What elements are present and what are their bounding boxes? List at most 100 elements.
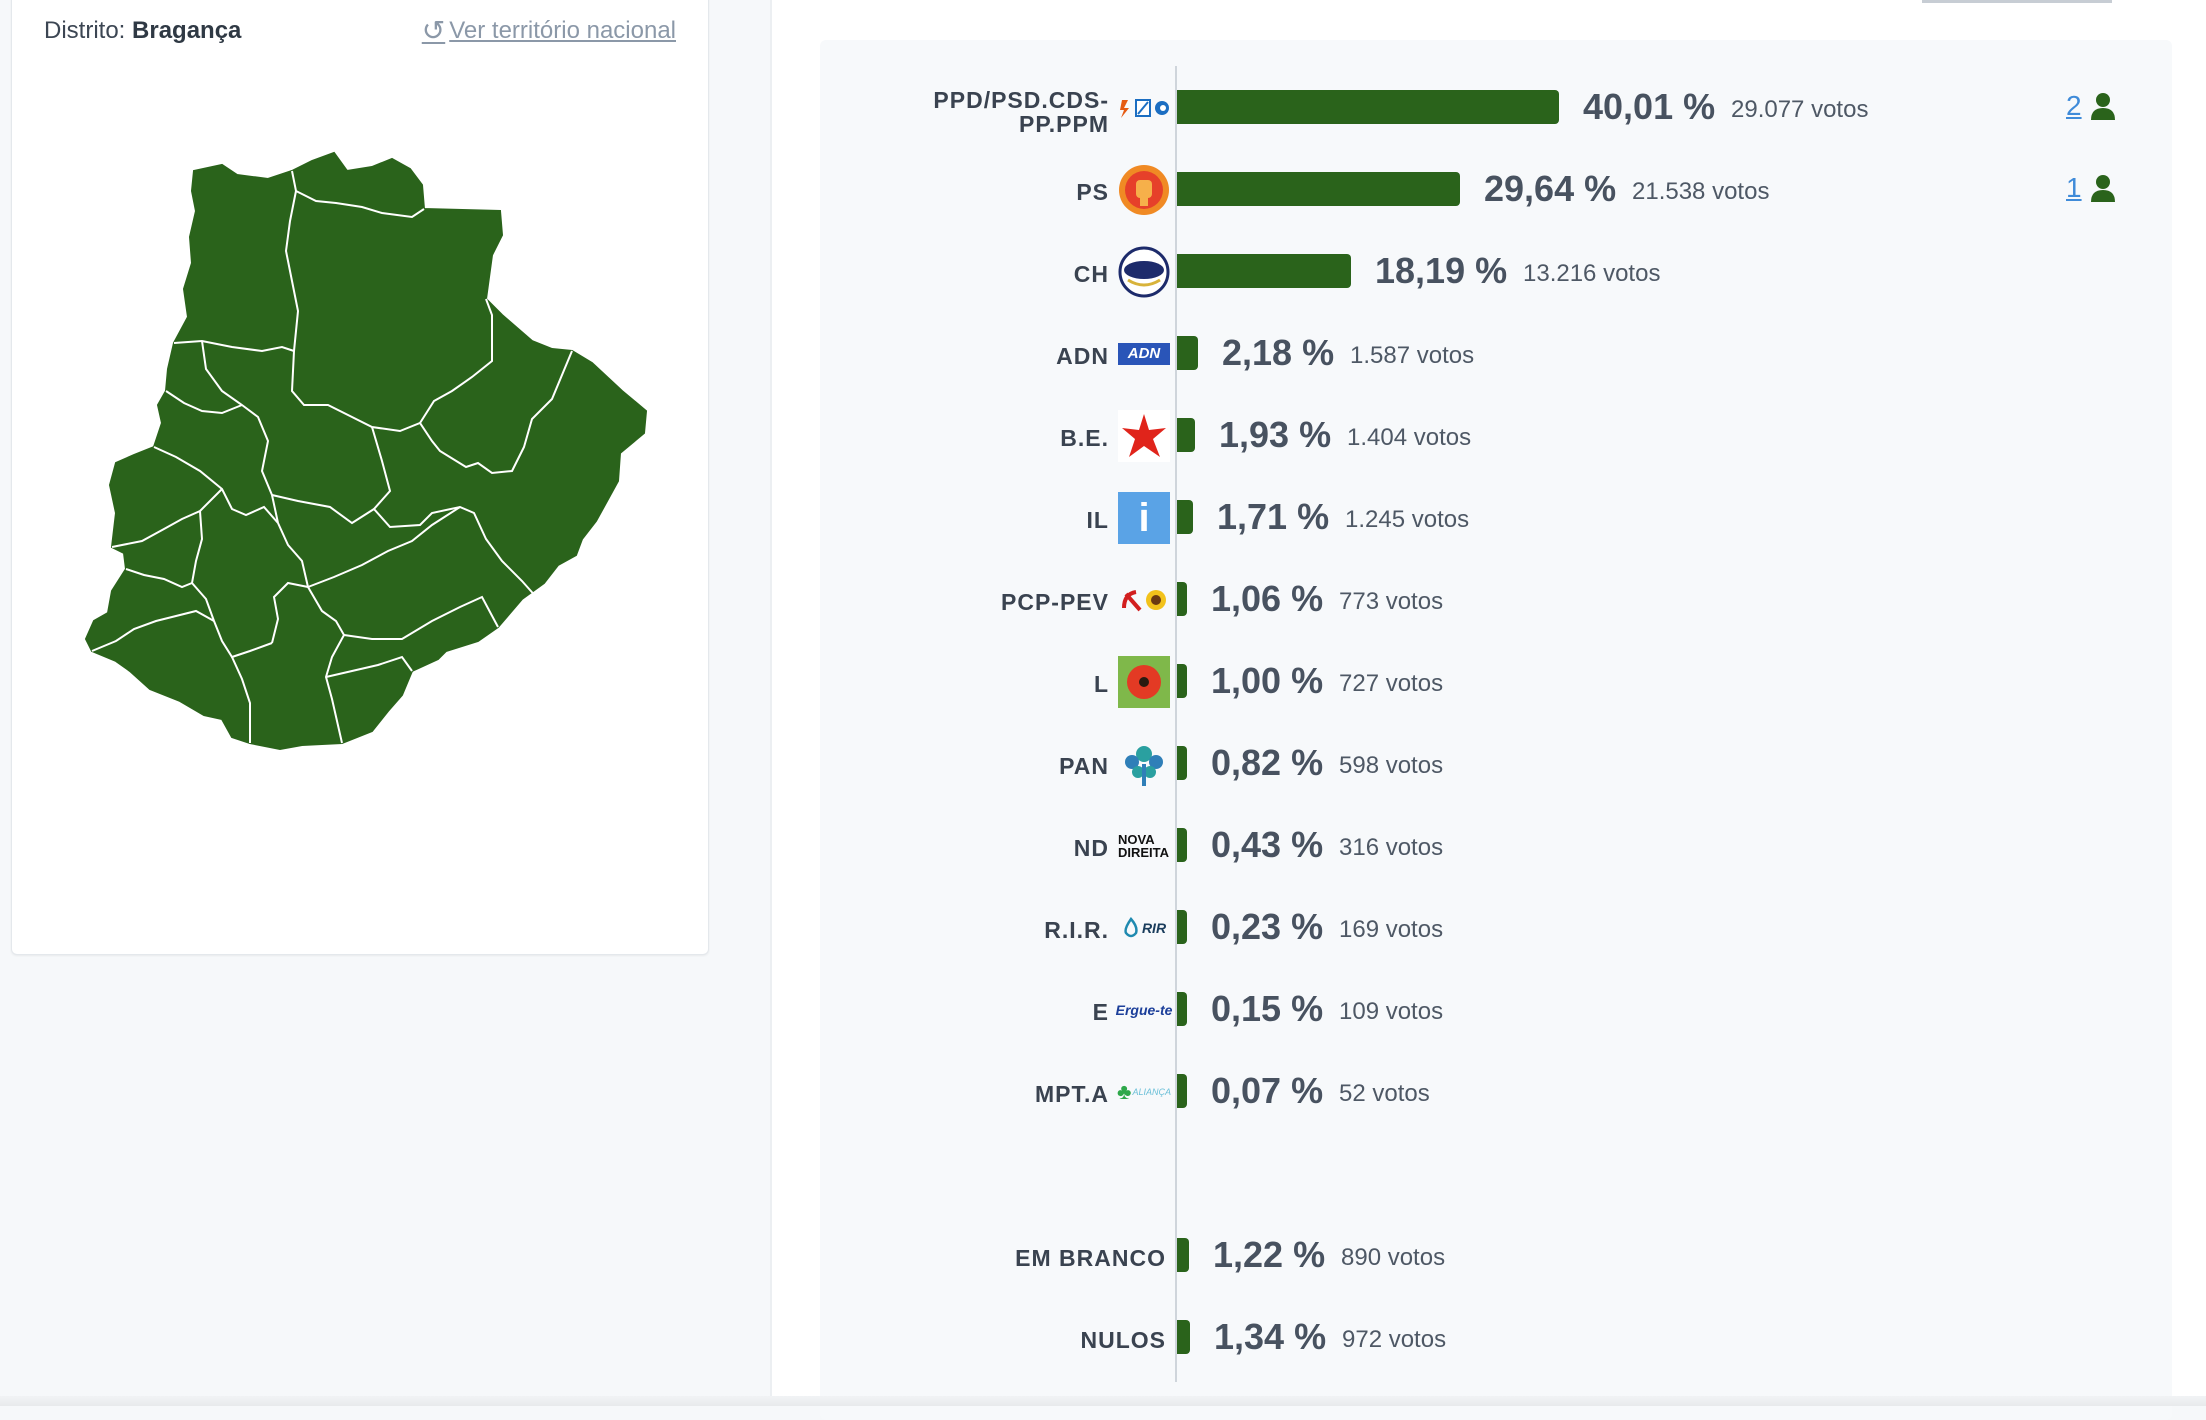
party-name: NULOS bbox=[1080, 1327, 1166, 1353]
results-area bbox=[772, 0, 2206, 1420]
percent-label: 40,01 % bbox=[1583, 86, 1716, 127]
nova-direita-logo-text: NOVA DIREITA bbox=[1118, 833, 1170, 859]
result-row-mpt-a[interactable]: MPT.A ♣ ALIANÇA 0,07 % 52 votos bbox=[0, 1062, 2206, 1122]
votes-label: 727 votos bbox=[1339, 670, 1444, 697]
alianca-logo-text: ALIANÇA bbox=[1132, 1087, 1171, 1097]
percent-label: 29,64 % bbox=[1484, 168, 1617, 209]
party-name: E bbox=[1092, 999, 1109, 1025]
result-bar bbox=[1177, 336, 1198, 370]
rir-drop-icon bbox=[1124, 917, 1138, 938]
chega-logo bbox=[1118, 246, 1170, 298]
result-row-rir[interactable]: R.I.R. RIR 0,23 % 169 votos bbox=[0, 898, 2206, 958]
result-bar bbox=[1177, 1074, 1187, 1108]
party-name: L bbox=[1093, 671, 1109, 697]
party-name: EM BRANCO bbox=[1015, 1245, 1166, 1271]
clover-icon: ♣ bbox=[1117, 1079, 1132, 1104]
party-name: PAN bbox=[1059, 753, 1109, 779]
ad-coalition-logo bbox=[1118, 82, 1170, 134]
result-row-ppd-psd-cds-pp-ppm[interactable]: PPD/PSD.CDS- PP.PPM 40,01 % 29.077 votos… bbox=[0, 78, 2206, 138]
percent-label: 0,43 % bbox=[1211, 824, 1324, 865]
percent-label: 1,06 % bbox=[1211, 578, 1324, 619]
district-prefix: Distrito: bbox=[44, 17, 126, 44]
district-map-card: Distrito: Bragança ↺ Ver território naci… bbox=[11, 0, 709, 955]
adn-logo-text: ADN bbox=[1118, 343, 1170, 365]
bottom-edge bbox=[0, 1396, 2206, 1406]
result-row-adn[interactable]: ADN ADN 2,18 % 1.587 votos bbox=[0, 324, 2206, 384]
seats-link[interactable]: 2 bbox=[2066, 90, 2116, 122]
top-underline-link[interactable] bbox=[1922, 0, 2112, 3]
nova-direita-logo-line-2: DIREITA bbox=[1118, 845, 1170, 860]
votes-label: 972 votos bbox=[1342, 1326, 1447, 1353]
ergue-te-logo-text: Ergue-te bbox=[1115, 1002, 1173, 1018]
result-bar bbox=[1177, 1320, 1190, 1354]
result-row-nulos[interactable]: NULOS 1,34 % 972 votos bbox=[0, 1308, 2206, 1368]
percent-label: 2,18 % bbox=[1222, 332, 1335, 373]
party-name: MPT.A bbox=[1035, 1081, 1109, 1107]
percent-label: 1,22 % bbox=[1213, 1234, 1326, 1275]
percent-label: 1,00 % bbox=[1211, 660, 1324, 701]
party-name: PPD/PSD.CDS- PP.PPM bbox=[933, 88, 1109, 136]
result-row-nd[interactable]: ND NOVA DIREITA 0,43 % 316 votos bbox=[0, 816, 2206, 876]
nova-direita-logo-line-1: NOVA bbox=[1118, 832, 1155, 847]
district-outline[interactable] bbox=[84, 151, 648, 751]
result-row-be[interactable]: B.E. 1,93 % 1.404 votos bbox=[0, 406, 2206, 466]
undo-icon: ↺ bbox=[421, 15, 446, 46]
votes-label: 13.216 votos bbox=[1523, 260, 1661, 287]
result-row-ps[interactable]: PS 29,64 % 21.538 votos 1 bbox=[0, 160, 2206, 220]
rir-logo: RIR bbox=[1118, 902, 1170, 954]
district-municipalities-map[interactable] bbox=[72, 151, 672, 771]
percent-label: 18,19 % bbox=[1375, 250, 1508, 291]
alianca-logo-mark: ♣ ALIANÇA bbox=[1117, 1081, 1171, 1103]
party-name: ADN bbox=[1056, 343, 1109, 369]
panel-divider bbox=[770, 0, 772, 1406]
result-row-em-branco[interactable]: EM BRANCO 1,22 % 890 votos bbox=[0, 1226, 2206, 1286]
result-bar bbox=[1177, 500, 1193, 534]
party-name: B.E. bbox=[1060, 425, 1109, 451]
district-label: Distrito: Bragança bbox=[44, 17, 241, 45]
percent-label: 0,15 % bbox=[1211, 988, 1324, 1029]
percent-label: 1,93 % bbox=[1219, 414, 1332, 455]
person-icon bbox=[2090, 175, 2115, 202]
percent-label: 0,07 % bbox=[1211, 1070, 1324, 1111]
result-bar bbox=[1177, 828, 1187, 862]
adn-logo: ADN bbox=[1118, 328, 1170, 380]
result-row-pcp-pev[interactable]: PCP-PEV 1,06 % 773 votos bbox=[0, 570, 2206, 630]
il-logo: i bbox=[1118, 492, 1170, 544]
percent-label: 1,34 % bbox=[1214, 1316, 1327, 1357]
percent-label: 0,82 % bbox=[1211, 742, 1324, 783]
alianca-clover-logo: ♣ ALIANÇA bbox=[1117, 1066, 1171, 1118]
result-row-l[interactable]: L 1,00 % 727 votos bbox=[0, 652, 2206, 712]
seats-link[interactable]: 1 bbox=[2066, 172, 2116, 204]
nova-direita-logo: NOVA DIREITA bbox=[1118, 820, 1170, 872]
result-row-il[interactable]: IL i 1,71 % 1.245 votos bbox=[0, 488, 2206, 548]
votes-label: 316 votos bbox=[1339, 834, 1444, 861]
votes-label: 1.404 votos bbox=[1347, 424, 1472, 451]
result-bar bbox=[1177, 910, 1187, 944]
votes-label: 890 votos bbox=[1341, 1244, 1446, 1271]
votes-label: 598 votos bbox=[1339, 752, 1444, 779]
rir-logo-mark: RIR bbox=[1122, 917, 1166, 939]
votes-label: 1.245 votos bbox=[1345, 506, 1470, 533]
result-bar bbox=[1177, 254, 1351, 288]
seats-count: 2 bbox=[2066, 90, 2082, 121]
rir-logo-text: RIR bbox=[1141, 920, 1167, 936]
party-name-line-2: PP.PPM bbox=[1019, 111, 1109, 137]
il-logo-text: i bbox=[1118, 492, 1170, 544]
result-row-ch[interactable]: CH 18,19 % 13.216 votos bbox=[0, 242, 2206, 302]
pan-tree-logo bbox=[1118, 738, 1170, 790]
votes-label: 109 votos bbox=[1339, 998, 1444, 1025]
party-name: PCP-PEV bbox=[1001, 589, 1109, 615]
result-row-pan[interactable]: PAN 0,82 % 598 votos bbox=[0, 734, 2206, 794]
party-name: IL bbox=[1086, 507, 1109, 533]
result-bar bbox=[1177, 172, 1460, 206]
livre-poppy-logo bbox=[1118, 656, 1170, 708]
result-bar bbox=[1177, 90, 1559, 124]
votes-label: 21.538 votos bbox=[1632, 178, 1770, 205]
votes-label: 169 votos bbox=[1339, 916, 1444, 943]
votes-label: 1.587 votos bbox=[1350, 342, 1475, 369]
result-bar bbox=[1177, 664, 1187, 698]
ps-fist-rose-logo bbox=[1118, 164, 1170, 216]
view-national-territory-link[interactable]: ↺ Ver território nacional bbox=[422, 17, 676, 45]
result-row-e[interactable]: E Ergue-te 0,15 % 109 votos bbox=[0, 980, 2206, 1040]
party-name: R.I.R. bbox=[1044, 917, 1109, 943]
